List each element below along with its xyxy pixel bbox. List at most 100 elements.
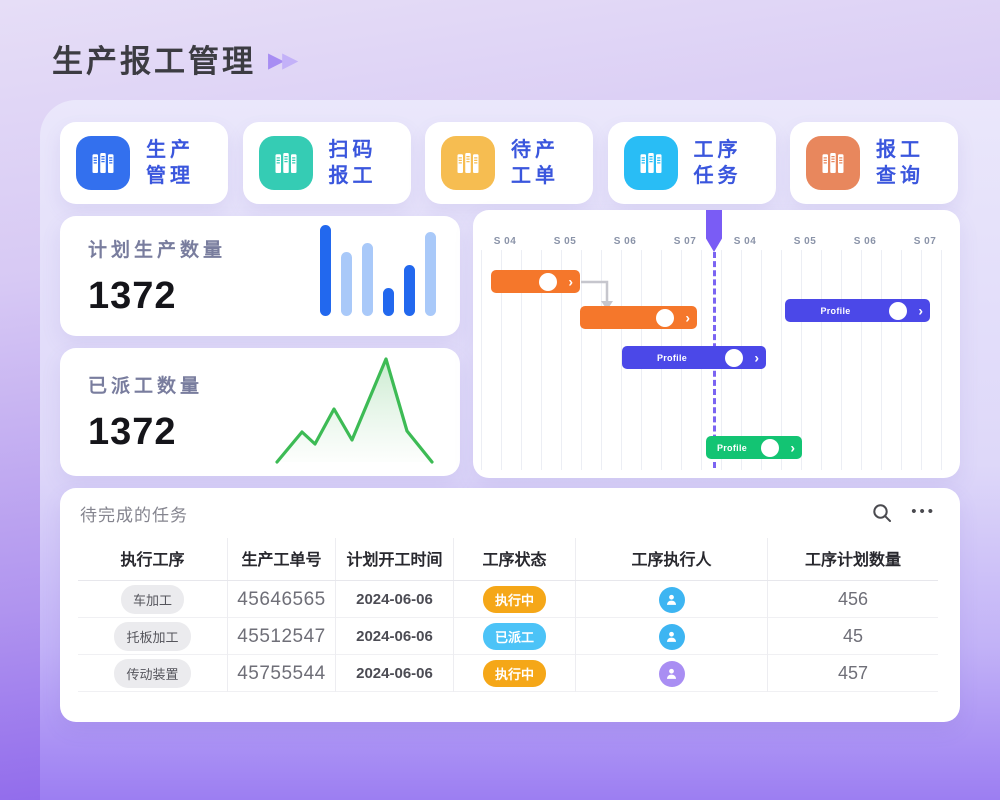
order-number: 45755544 [237, 662, 326, 684]
nav-button-pending-work-orders[interactable]: 待产 工单 [425, 122, 593, 204]
planned-quantity-cell: 457 [837, 663, 869, 683]
column-header: 工序状态 [454, 538, 576, 580]
drag-handle-circle-icon[interactable] [539, 272, 557, 291]
bar [320, 224, 331, 316]
gantt-task-bar[interactable]: Profile › [622, 346, 766, 369]
page-header: 生产报工管理 ▶ ▶ [52, 36, 298, 81]
timeline-label: S 05 [553, 236, 577, 247]
drag-handle-circle-icon[interactable] [725, 348, 743, 367]
nav-icon-tile [806, 136, 860, 190]
process-badge: 传动装置 [114, 659, 191, 688]
planned-quantity-cell: 45 [842, 626, 864, 646]
process-badge: 托板加工 [114, 622, 191, 651]
gantt-task-bar[interactable]: Profile › [706, 436, 802, 459]
nav-button-label: 待产 工单 [511, 139, 559, 187]
planned-start-date: 2024-06-06 [356, 628, 433, 645]
planned-quantity-label: 计划生产数量 [88, 239, 227, 261]
order-number: 45646565 [237, 588, 326, 610]
column-header: 生产工单号 [228, 538, 336, 580]
table-header-row: 执行工序 生产工单号 计划开工时间 工序状态 工序执行人 工序计划数量 [78, 538, 938, 581]
gantt-bar-label: Profile [656, 352, 688, 363]
nav-button-production-management[interactable]: 生产 管理 [60, 122, 228, 204]
planned-quantity-bar-chart [320, 224, 436, 316]
drag-handle-circle-icon[interactable] [656, 308, 674, 327]
nav-button-label: 报工 查询 [876, 139, 924, 187]
timeline-label: S 06 [613, 236, 637, 247]
gantt-timeline: S 04 S 05 S 06 S 07 S 04 S 05 S 06 S 07 [475, 236, 955, 247]
nav-button-label: 扫码 报工 [328, 139, 377, 187]
planned-start-date: 2024-06-06 [356, 591, 433, 608]
table-row[interactable]: 车加工 45646565 2024-06-06 执行中 456 [78, 581, 938, 618]
tasks-table: 执行工序 生产工单号 计划开工时间 工序状态 工序执行人 工序计划数量 车加工 4564656… [60, 538, 960, 692]
books-icon [640, 153, 661, 173]
planned-quantity-cell: 456 [837, 589, 869, 609]
bar [383, 287, 394, 316]
nav-button-label: 工序 任务 [693, 139, 742, 187]
chevron-right-icon[interactable]: › [790, 438, 795, 455]
chevron-right-icon[interactable]: › [568, 272, 573, 289]
timeline-label: S 07 [673, 236, 697, 247]
table-row[interactable]: 传动装置 45755544 2024-06-06 执行中 457 [78, 655, 938, 692]
bar [341, 251, 352, 316]
dispatched-quantity-line-chart [275, 357, 434, 464]
column-header: 执行工序 [78, 538, 228, 580]
chevron-right-icon[interactable]: › [918, 301, 923, 318]
chevron-right-icon[interactable]: › [685, 308, 690, 325]
books-icon [457, 153, 479, 173]
books-icon [822, 153, 844, 173]
play-arrow-icon: ▶ [268, 49, 285, 72]
nav-icon-tile [441, 136, 495, 190]
column-header: 计划开工时间 [336, 538, 454, 580]
gantt-task-bar[interactable]: › [580, 306, 697, 329]
status-badge: 已派工 [482, 623, 546, 650]
executor-avatar [658, 586, 685, 613]
gantt-bar-label: Profile [716, 442, 748, 453]
timeline-label: S 07 [913, 236, 937, 247]
drag-handle-circle-icon[interactable] [889, 301, 907, 320]
column-header: 工序计划数量 [804, 552, 901, 569]
executor-avatar [658, 660, 685, 687]
stat-card-dispatched-quantity: 已派工数量 1372 [60, 348, 460, 476]
nav-button-report-query[interactable]: 报工 查询 [790, 122, 958, 204]
gantt-task-bar[interactable]: Profile › [785, 299, 930, 322]
more-options-icon[interactable]: ••• [911, 502, 936, 520]
nav-button-scan-report[interactable]: 扫码 报工 [242, 122, 411, 204]
bar [425, 231, 436, 316]
status-badge: 执行中 [482, 586, 546, 613]
timeline-label: S 05 [793, 236, 817, 247]
books-icon [275, 153, 296, 173]
main-panel: 生产 管理 扫码 报工 待产 工单 工序 任务 报工 查询 计划生产数量 1372 已派工数量 1… [40, 100, 1000, 800]
planned-quantity-value: 1372 [88, 274, 177, 317]
search-icon[interactable] [871, 502, 893, 524]
bar [362, 242, 373, 316]
gantt-task-bar[interactable]: › [491, 270, 580, 293]
page-title: 生产报工管理 [52, 44, 256, 79]
nav-icon-tile [258, 136, 313, 190]
person-icon [667, 594, 676, 605]
status-badge: 执行中 [482, 660, 546, 687]
nav-button-label: 生产 管理 [146, 139, 194, 187]
chevron-right-icon[interactable]: › [754, 348, 759, 365]
order-number: 45512547 [237, 625, 326, 647]
drag-handle-circle-icon[interactable] [761, 438, 779, 457]
column-header: 工序执行人 [576, 538, 768, 580]
table-row[interactable]: 托板加工 45512547 2024-06-06 已派工 45 [78, 618, 938, 655]
nav-row: 生产 管理 扫码 报工 待产 工单 工序 任务 报工 查询 [60, 122, 958, 204]
bar [404, 264, 415, 316]
stat-card-planned-quantity: 计划生产数量 1372 [60, 216, 460, 336]
nav-icon-tile [623, 136, 678, 190]
nav-button-process-tasks[interactable]: 工序 任务 [607, 122, 776, 204]
dispatched-quantity-value: 1372 [88, 410, 177, 453]
play-arrow-icon: ▶ [282, 49, 299, 72]
gantt-bar-label: Profile [820, 305, 851, 316]
person-icon [667, 668, 676, 679]
gantt-card: S 04 S 05 S 06 S 07 S 04 S 05 S 06 S 07 › › Profi… [473, 210, 960, 478]
dispatched-quantity-label: 已派工数量 [88, 375, 204, 397]
today-marker-handle-icon[interactable] [706, 210, 722, 252]
timeline-label: S 04 [733, 236, 757, 247]
executor-avatar [658, 623, 685, 650]
planned-start-date: 2024-06-06 [356, 665, 433, 682]
timeline-label: S 06 [853, 236, 877, 247]
title-play-arrows-icon: ▶ ▶ [268, 50, 298, 71]
person-icon [667, 631, 676, 642]
